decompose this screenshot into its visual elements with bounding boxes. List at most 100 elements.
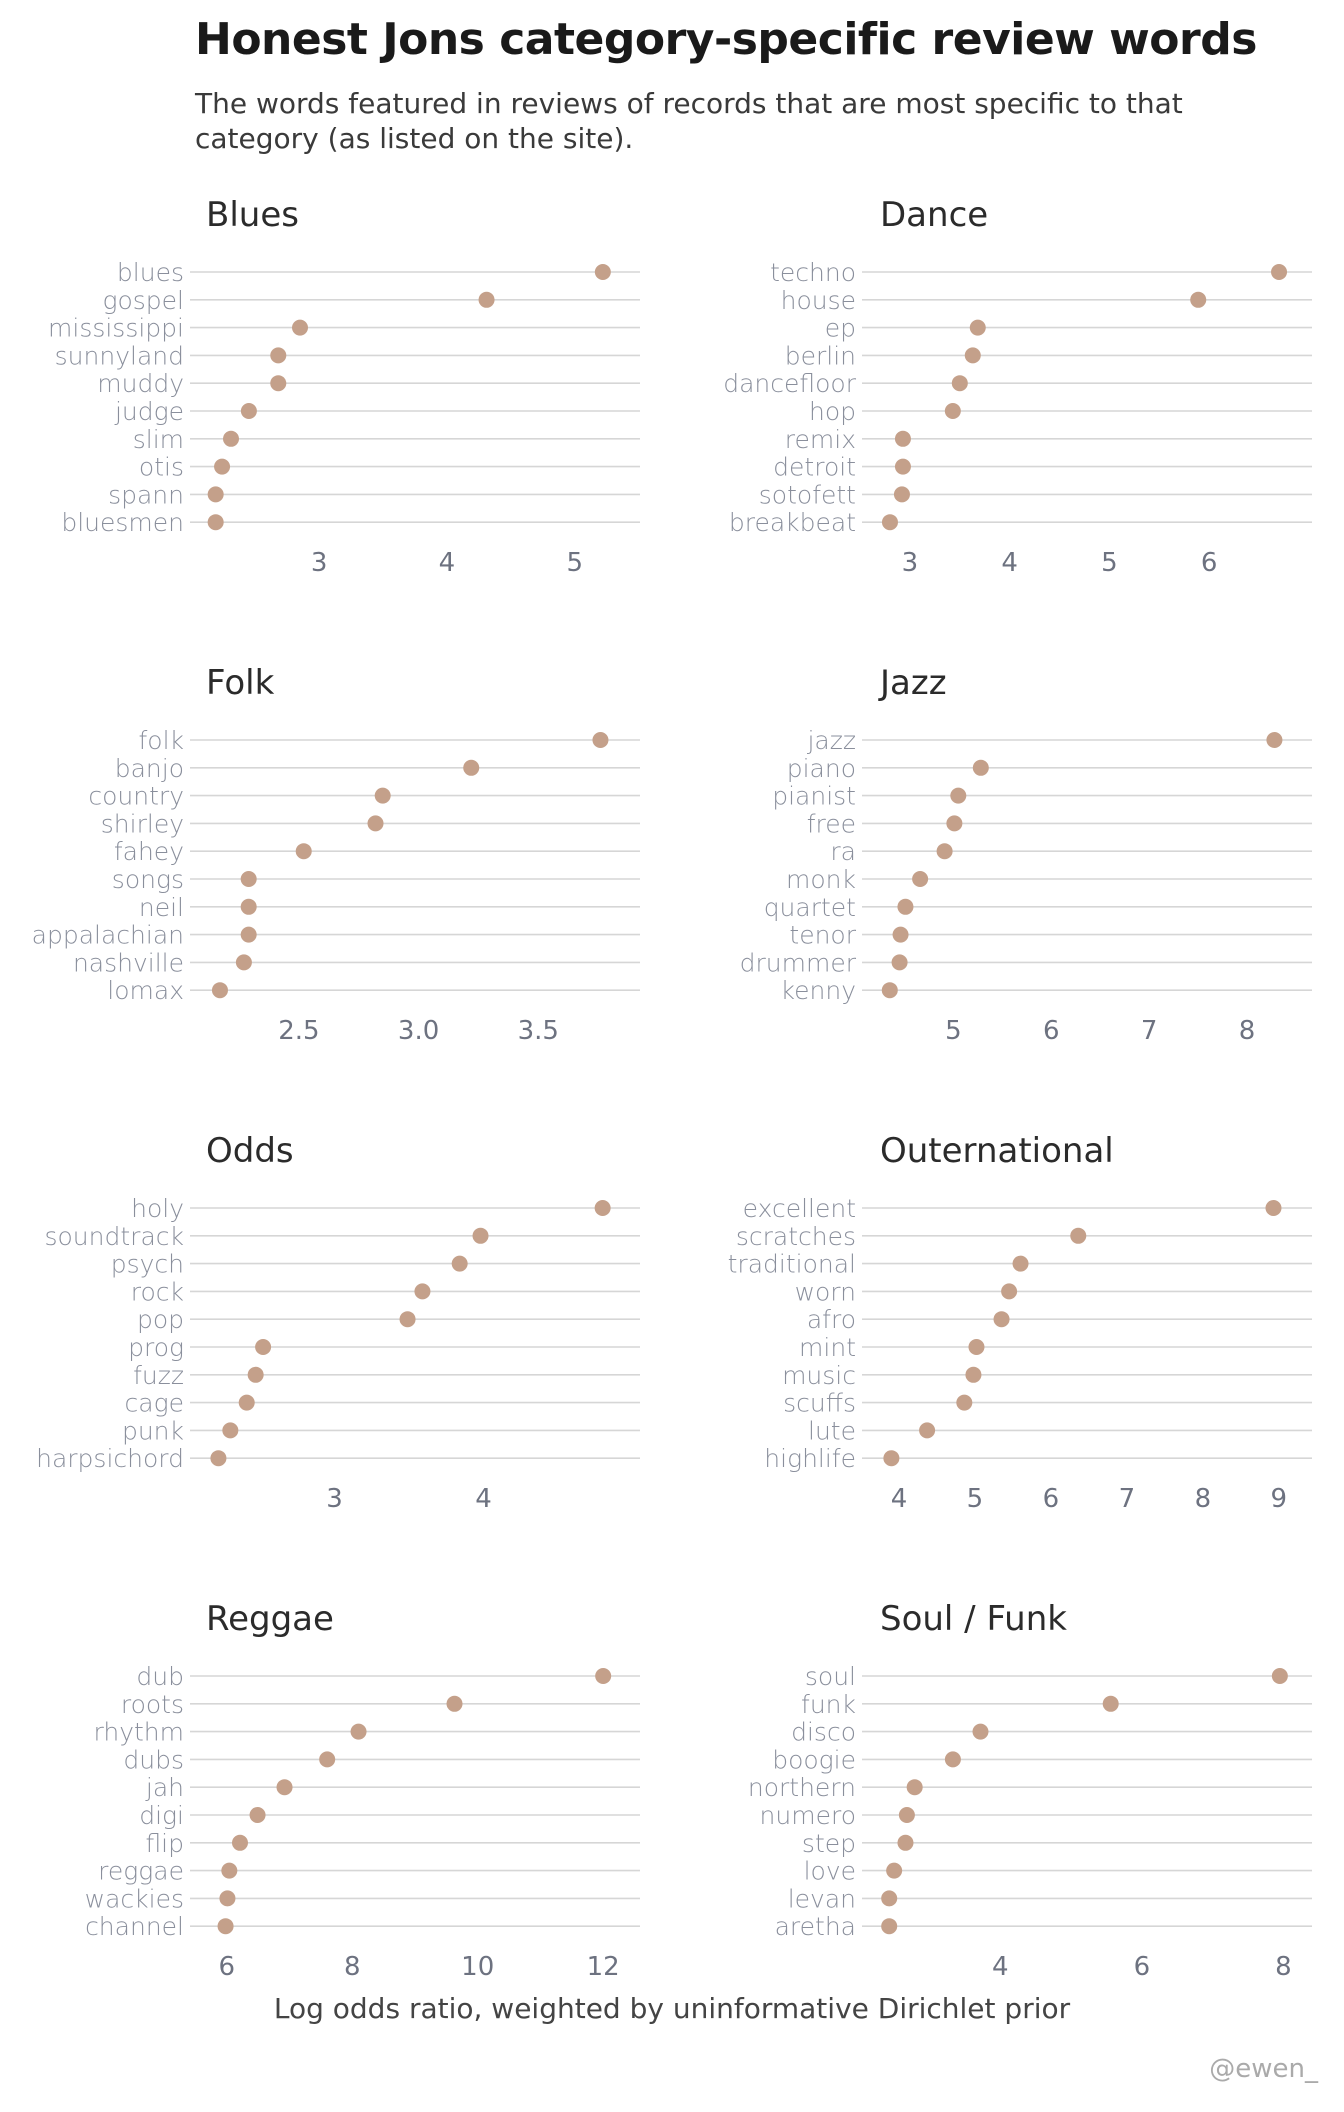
- category-label: channel: [85, 1912, 184, 1941]
- category-label: soundtrack: [44, 1222, 184, 1251]
- category-label: sotofett: [759, 480, 856, 509]
- x-tick-label: 8: [344, 1952, 361, 1982]
- category-label: scuffs: [783, 1389, 856, 1418]
- panel-title: Outernational: [880, 1131, 1114, 1171]
- chart-subtitle: The words featured in reviews of records…: [195, 87, 1183, 155]
- category-label: aretha: [775, 1912, 856, 1941]
- data-point: [1271, 264, 1288, 280]
- data-point: [270, 375, 287, 392]
- category-label: gospel: [102, 286, 184, 315]
- category-label: numero: [760, 1801, 856, 1830]
- data-point: [894, 430, 911, 447]
- data-point: [965, 1366, 982, 1383]
- x-tick-label: 9: [1271, 1484, 1288, 1514]
- data-point: [240, 898, 257, 915]
- category-label: soul: [805, 1662, 856, 1691]
- category-label: drummer: [740, 948, 857, 977]
- data-point: [1001, 1283, 1018, 1300]
- category-label: prog: [128, 1333, 184, 1362]
- category-label: dubs: [123, 1745, 184, 1774]
- x-tick-label: 6: [219, 1952, 236, 1982]
- category-label: ra: [830, 837, 856, 866]
- data-point: [594, 1200, 611, 1216]
- data-point: [222, 1422, 239, 1439]
- category-label: free: [807, 809, 856, 838]
- data-point: [956, 1394, 973, 1411]
- category-label: afro: [807, 1305, 856, 1334]
- data-point: [270, 347, 287, 364]
- x-tick-label: 3.0: [398, 1016, 439, 1046]
- data-point: [463, 759, 480, 776]
- data-point: [221, 1862, 238, 1879]
- data-point: [219, 1890, 236, 1907]
- category-label: worn: [795, 1277, 856, 1306]
- category-label: piano: [787, 754, 856, 783]
- data-point: [295, 843, 312, 860]
- category-label: quartet: [764, 893, 856, 922]
- category-label: nashville: [73, 948, 184, 977]
- data-point: [936, 843, 953, 860]
- category-label: appalachian: [32, 921, 184, 950]
- category-label: dancefloor: [723, 369, 856, 398]
- category-label: reggae: [98, 1857, 184, 1886]
- category-label: lute: [808, 1416, 856, 1445]
- panel-title: Folk: [206, 663, 275, 703]
- data-point: [912, 871, 929, 887]
- category-label: songs: [112, 865, 184, 894]
- data-point: [898, 1807, 915, 1823]
- category-label: folk: [138, 726, 184, 755]
- x-tick-label: 5: [1101, 548, 1118, 578]
- data-point: [592, 732, 609, 748]
- category-label: harpsichord: [36, 1444, 184, 1473]
- category-label: levan: [788, 1884, 856, 1913]
- data-point: [972, 759, 989, 776]
- x-axis-label: Log odds ratio, weighted by uninformativ…: [273, 1992, 1071, 2025]
- data-point: [211, 982, 228, 999]
- data-point: [1265, 1200, 1282, 1216]
- x-tick-label: 5: [967, 1484, 984, 1514]
- category-label: excellent: [743, 1194, 856, 1223]
- data-point: [214, 458, 231, 475]
- data-point: [886, 1862, 903, 1879]
- category-label: hop: [809, 397, 856, 426]
- x-tick-label: 8: [1239, 1016, 1256, 1046]
- x-tick-label: 5: [566, 548, 583, 578]
- category-label: roots: [121, 1690, 184, 1719]
- data-point: [1266, 732, 1283, 748]
- data-point: [238, 1394, 255, 1411]
- data-point: [969, 319, 986, 336]
- data-point: [240, 871, 257, 887]
- x-tick-label: 4: [475, 1484, 492, 1514]
- panel-title: Blues: [206, 195, 299, 235]
- category-label: ep: [825, 314, 856, 343]
- data-point: [240, 403, 257, 419]
- data-point: [374, 787, 391, 804]
- category-label: judge: [114, 397, 184, 426]
- x-tick-label: 7: [1119, 1484, 1136, 1514]
- data-point: [1190, 291, 1207, 308]
- category-label: digi: [139, 1801, 184, 1830]
- category-label: berlin: [785, 341, 856, 370]
- category-label: fuzz: [133, 1361, 184, 1390]
- category-label: remix: [785, 425, 856, 454]
- category-label: bluesmen: [61, 508, 184, 537]
- data-point: [276, 1779, 293, 1796]
- data-point: [414, 1283, 431, 1300]
- category-label: mint: [799, 1333, 856, 1362]
- data-point: [350, 1723, 367, 1740]
- category-label: blues: [117, 258, 184, 287]
- category-label: love: [804, 1857, 856, 1886]
- data-point: [919, 1422, 936, 1439]
- data-point: [451, 1255, 468, 1272]
- category-label: flip: [145, 1829, 184, 1858]
- data-point: [207, 514, 224, 531]
- data-point: [217, 1918, 234, 1935]
- category-label: jazz: [806, 726, 856, 755]
- data-point: [883, 1450, 900, 1467]
- category-label: funk: [801, 1690, 856, 1719]
- data-point: [894, 458, 911, 475]
- data-point: [964, 347, 981, 364]
- data-point: [944, 403, 961, 419]
- data-point: [972, 1723, 989, 1740]
